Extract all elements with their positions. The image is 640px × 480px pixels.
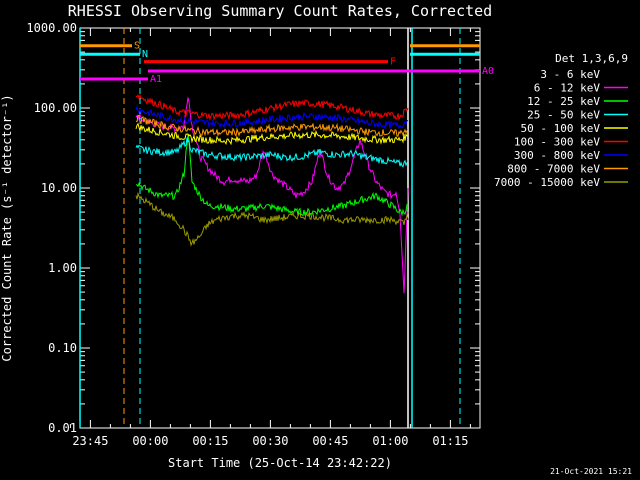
- series-line: [135, 97, 409, 294]
- legend-entry-label: 300 - 800 keV: [514, 149, 600, 162]
- attenuator-flags: SN F A0 A1: [80, 41, 494, 85]
- series-line: [135, 122, 409, 146]
- x-axis-label: Start Time (25-Oct-14 23:42:22): [168, 456, 392, 470]
- legend-entry-label: 6 - 12 keV: [534, 82, 601, 95]
- flag-label: N: [142, 49, 148, 60]
- flag-label: A1: [150, 74, 162, 85]
- x-axis: 23:45 00:00 00:15 00:30 00:45 01:00 01:15: [69, 28, 471, 448]
- series-line: [135, 93, 409, 121]
- y-tick-label: 100.00: [34, 101, 77, 115]
- legend-entry-label: 25 - 50 keV: [527, 109, 600, 122]
- series-line: [135, 191, 409, 247]
- legend-entry-label: 3 - 6 keV: [540, 68, 600, 81]
- chart-title: RHESSI Observing Summary Count Rates, Co…: [68, 2, 492, 20]
- x-tick-label: 00:15: [192, 434, 228, 448]
- x-tick-label: 00:45: [312, 434, 348, 448]
- series-line: [135, 176, 409, 244]
- flag-label: A0: [482, 66, 494, 77]
- legend-entry-label: 800 - 7000 keV: [507, 163, 600, 176]
- x-tick-label: 23:45: [72, 434, 108, 448]
- series-line: [135, 134, 409, 217]
- x-tick-label: 01:00: [372, 434, 408, 448]
- legend-title: Det 1,3,6,9: [555, 52, 628, 65]
- series-line: [135, 105, 409, 130]
- x-tick-label: 00:00: [132, 434, 168, 448]
- legend-entry-label: 100 - 300 keV: [514, 136, 600, 149]
- timestamp-label: 21-Oct-2021 15:21: [550, 467, 632, 476]
- series-line: [135, 137, 409, 168]
- series-lines: [135, 93, 409, 294]
- series-line: [135, 114, 409, 138]
- y-tick-label: 0.01: [48, 421, 77, 435]
- flag-label: S: [134, 41, 140, 52]
- legend-entry-label: 50 - 100 keV: [521, 122, 601, 135]
- legend-entry-label: 7000 - 15000 keV: [494, 176, 600, 189]
- legend-entry-label: 12 - 25 keV: [527, 95, 600, 108]
- x-tick-label: 01:15: [432, 434, 468, 448]
- y-tick-label: 1.00: [48, 261, 77, 275]
- y-tick-label: 0.10: [48, 341, 77, 355]
- y-tick-label: 10.00: [41, 181, 77, 195]
- y-axis-label: Corrected Count Rate (s⁻¹ detector⁻¹): [0, 94, 14, 361]
- y-tick-label: 1000.00: [26, 21, 77, 35]
- flag-label: F: [390, 57, 396, 68]
- x-tick-label: 00:30: [252, 434, 288, 448]
